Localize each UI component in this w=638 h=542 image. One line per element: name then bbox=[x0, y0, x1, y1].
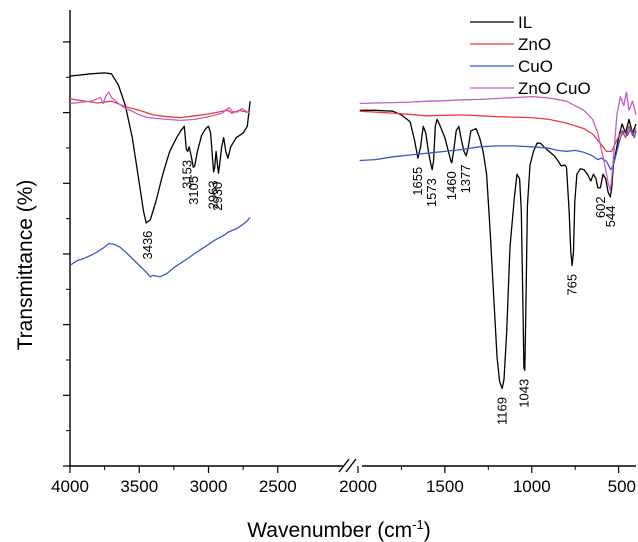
series-il-right bbox=[359, 109, 637, 390]
series-zno-cuo-right bbox=[359, 91, 637, 191]
y-axis-title: Transmittance (%) bbox=[14, 180, 37, 351]
x-tick-label: 2500 bbox=[259, 477, 297, 496]
legend-label: CuO bbox=[518, 57, 553, 76]
legend-label: ZnO bbox=[518, 35, 551, 54]
peak-label: 3436 bbox=[140, 231, 155, 260]
legend-label: ZnO CuO bbox=[518, 79, 591, 98]
x-tick-label: 2000 bbox=[339, 477, 377, 496]
peak-label: 2930 bbox=[210, 182, 225, 211]
peak-label: 765 bbox=[565, 274, 580, 296]
peak-label: 3105 bbox=[186, 176, 201, 205]
x-tick-label: 3500 bbox=[120, 477, 158, 496]
series-layer bbox=[69, 72, 637, 390]
x-tick-label: 1500 bbox=[426, 477, 464, 496]
peak-label: 1043 bbox=[516, 379, 531, 408]
x-axis-title: Wavenumber (cm-1) bbox=[247, 517, 431, 542]
axes-frame bbox=[69, 10, 636, 473]
series-cuo-left bbox=[69, 217, 251, 278]
peak-label: 602 bbox=[593, 196, 608, 218]
x-tick-label: 4000 bbox=[51, 477, 89, 496]
axis-break-mark bbox=[338, 458, 350, 473]
series-zno-cuo-left bbox=[69, 91, 251, 122]
peak-label: 544 bbox=[603, 206, 618, 228]
series-cuo-right bbox=[359, 127, 637, 171]
peak-label: 2963 bbox=[206, 180, 221, 209]
x-tick-label: 3000 bbox=[190, 477, 228, 496]
x-axis-ticks: 4000 3500 3000 2500 2000 1500 1000 500 bbox=[51, 466, 636, 496]
legend-label: IL bbox=[518, 13, 532, 32]
series-zno-right bbox=[359, 110, 637, 153]
x-tick-label: 500 bbox=[608, 477, 636, 496]
series-zno-left bbox=[69, 98, 251, 119]
peak-label: 3153 bbox=[179, 160, 194, 189]
axis-break-mark bbox=[345, 458, 357, 473]
peak-label: 1655 bbox=[410, 167, 425, 196]
peak-label: 1377 bbox=[458, 165, 473, 194]
x-tick-label: 1000 bbox=[513, 477, 551, 496]
peak-label: 1460 bbox=[444, 171, 459, 200]
peak-label: 1169 bbox=[494, 397, 509, 425]
y-axis-ticks bbox=[63, 41, 70, 467]
legend: IL ZnO CuO ZnO CuO bbox=[470, 13, 591, 98]
series-il-left bbox=[69, 72, 251, 224]
peak-label: 1573 bbox=[424, 178, 439, 207]
